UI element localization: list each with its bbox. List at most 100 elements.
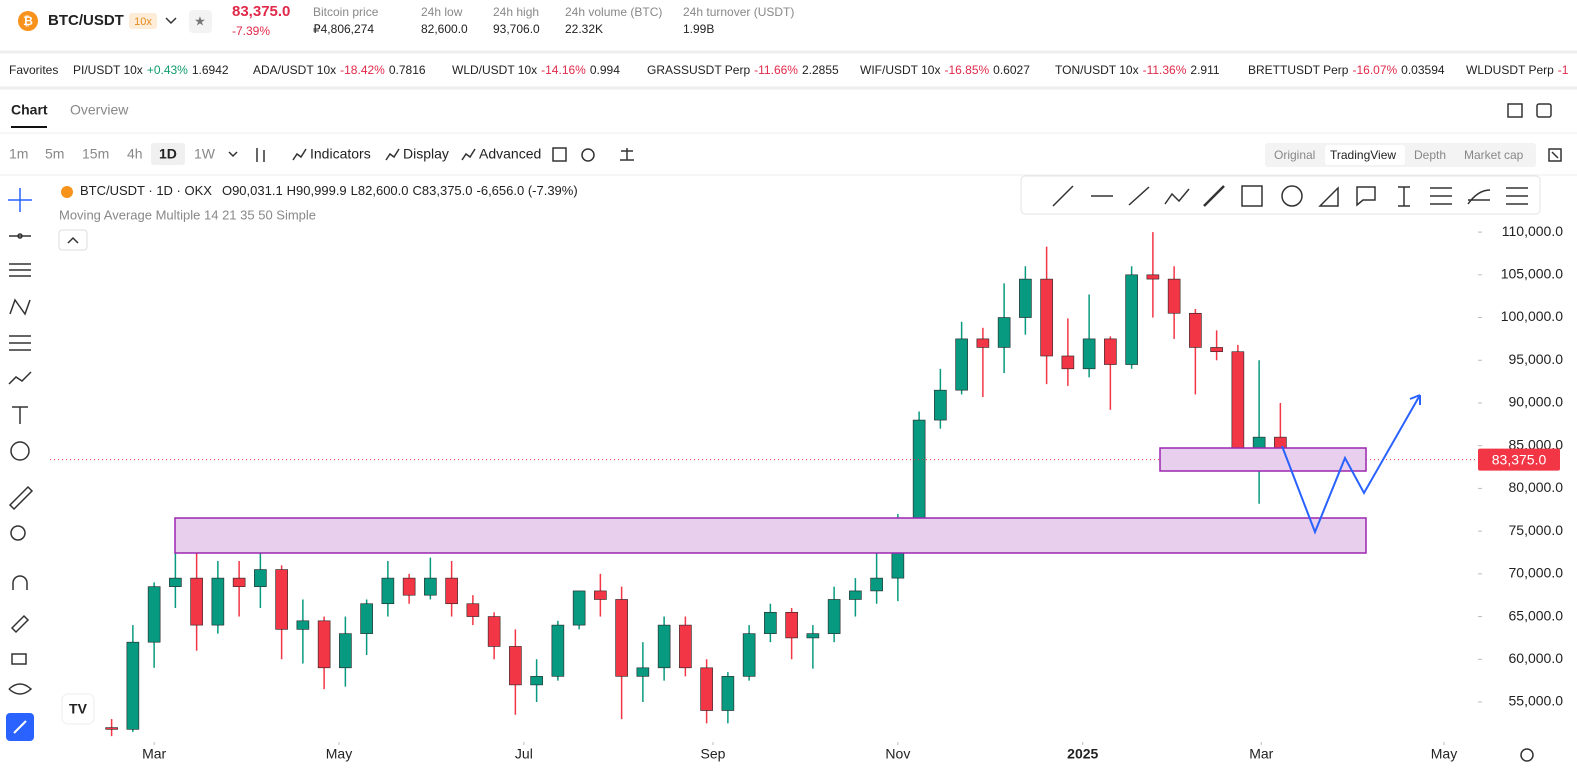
- candle-body: [275, 569, 288, 630]
- favorite-item[interactable]: WIF/USDT 10x -16.85% 0.6027: [860, 63, 1030, 77]
- candle-body: [190, 577, 203, 626]
- snapshot-icon[interactable]: [552, 147, 567, 162]
- path-drawing[interactable]: [1281, 394, 1421, 535]
- draw-icon[interactable]: [1203, 185, 1225, 207]
- candle-body: [997, 317, 1011, 348]
- text-tool[interactable]: [12, 406, 28, 424]
- collapse-button[interactable]: [58, 229, 88, 251]
- draw-icon[interactable]: [1318, 186, 1339, 207]
- favorite-item[interactable]: WLD/USDT 10x -14.16% 0.994: [452, 63, 620, 77]
- compare-icon[interactable]: [620, 148, 634, 161]
- zone-rect[interactable]: [1159, 447, 1367, 472]
- tool-icon: [292, 148, 307, 161]
- favorite-item[interactable]: PI/USDT 10x +0.43% 1.6942: [73, 63, 229, 77]
- tool-button[interactable]: Display: [403, 146, 449, 162]
- view-option[interactable]: TradingView: [1330, 148, 1396, 162]
- favorite-name: WLD/USDT 10x: [452, 63, 537, 77]
- tool-button[interactable]: Advanced: [479, 146, 541, 162]
- interval[interactable]: 1m: [9, 146, 28, 162]
- candle-body: [509, 646, 522, 686]
- legend-symbol: BTC/USDT · 1D · OKX: [80, 183, 212, 198]
- favorite-item[interactable]: TON/USDT 10x -11.36% 2.911: [1055, 63, 1220, 77]
- star-button[interactable]: [189, 10, 212, 33]
- candle-body: [402, 577, 416, 596]
- settings-icon[interactable]: [1520, 748, 1534, 762]
- add-icon[interactable]: [1507, 103, 1523, 118]
- zoom-tool[interactable]: [10, 525, 26, 541]
- draw-icon[interactable]: [1128, 186, 1150, 206]
- favorite-item[interactable]: GRASSUSDT Perp -11.66% 2.2855: [647, 63, 839, 77]
- favorite-price: 1.6942: [192, 63, 229, 77]
- tv-logo[interactable]: [61, 693, 95, 725]
- coin-icon: [18, 11, 38, 31]
- draw-icon[interactable]: [1052, 185, 1074, 207]
- y-tick-label: 55,000.0: [1509, 693, 1564, 709]
- y-tick-label: 70,000.0: [1509, 565, 1564, 581]
- legend-low: L82,600.0: [351, 183, 409, 198]
- pair[interactable]: BTC/USDT: [48, 12, 124, 29]
- tool-button[interactable]: Indicators: [310, 146, 371, 162]
- zone-rect[interactable]: [174, 517, 1367, 554]
- dropdown[interactable]: [165, 17, 177, 25]
- line-tool[interactable]: [9, 233, 31, 239]
- dropdown[interactable]: [228, 151, 238, 158]
- drawing-toolbar-icons: [1052, 185, 1528, 207]
- fib-tool[interactable]: [9, 263, 31, 277]
- view-option[interactable]: Market cap: [1464, 148, 1524, 162]
- draw-icon[interactable]: [1281, 185, 1303, 207]
- favorite-item[interactable]: BRETTUSDT Perp -16.07% 0.03594: [1248, 63, 1445, 77]
- interval[interactable]: 15m: [82, 146, 109, 162]
- favorite-name: TON/USDT 10x: [1055, 63, 1139, 77]
- favorite-name: WIF/USDT 10x: [860, 63, 940, 77]
- draw-icon[interactable]: [1506, 187, 1528, 205]
- interval[interactable]: 1D: [159, 146, 177, 162]
- brush-tool[interactable]: [10, 614, 30, 634]
- candle-body: [1104, 338, 1117, 365]
- candle-type-icon[interactable]: [256, 148, 265, 162]
- tab[interactable]: Overview: [70, 102, 129, 118]
- candle-body: [1189, 312, 1202, 348]
- tab[interactable]: Chart: [11, 102, 48, 118]
- candle-body: [657, 624, 671, 669]
- candle-body: [487, 616, 501, 647]
- draw-icon[interactable]: [1164, 188, 1190, 205]
- price-label-box: [1478, 448, 1560, 471]
- favorite-name: WLDUSDT Perp: [1466, 63, 1554, 77]
- x-tick-label: Mar: [142, 746, 166, 762]
- view-option[interactable]: Depth: [1414, 148, 1446, 162]
- prediction-tool[interactable]: [9, 335, 31, 351]
- favorite-item[interactable]: ADA/USDT 10x -18.42% 0.7816: [253, 63, 426, 77]
- magnet-tool[interactable]: [12, 575, 28, 590]
- path-tool[interactable]: [8, 371, 32, 385]
- y-tick-label: 60,000.0: [1509, 650, 1564, 666]
- eye-tool[interactable]: [8, 683, 33, 695]
- ruler-tool[interactable]: [8, 485, 34, 511]
- candle-body: [296, 620, 310, 630]
- x-tick-label: Jul: [515, 746, 533, 762]
- favorite-name: GRASSUSDT Perp: [647, 63, 750, 77]
- view-option[interactable]: Original: [1274, 148, 1315, 162]
- emoji-tool[interactable]: [10, 441, 30, 461]
- draw-icon[interactable]: [1467, 189, 1491, 205]
- interval[interactable]: 4h: [127, 146, 143, 162]
- crosshair-tool[interactable]: [8, 188, 32, 212]
- legend-open: O90,031.1: [222, 183, 283, 198]
- lock-tool[interactable]: [11, 653, 27, 665]
- settings-icon[interactable]: [581, 148, 595, 162]
- price-label: 83,375.0: [1492, 451, 1547, 467]
- draw-icon[interactable]: [1356, 186, 1376, 207]
- draw-icon[interactable]: [1398, 186, 1410, 207]
- favorite-item[interactable]: WLDUSDT Perp -1: [1466, 63, 1569, 77]
- left-toolbar: [8, 188, 34, 695]
- window-icon[interactable]: [1536, 103, 1552, 118]
- interval[interactable]: 1W: [194, 146, 216, 162]
- draw-icon[interactable]: [1241, 185, 1263, 207]
- x-tick-label: Mar: [1249, 746, 1273, 762]
- interval[interactable]: 5m: [45, 146, 64, 162]
- draw-icon[interactable]: [1430, 187, 1452, 205]
- candle-body: [1019, 278, 1032, 318]
- fullscreen-icon[interactable]: [1548, 148, 1562, 162]
- pattern-tool[interactable]: [9, 298, 31, 316]
